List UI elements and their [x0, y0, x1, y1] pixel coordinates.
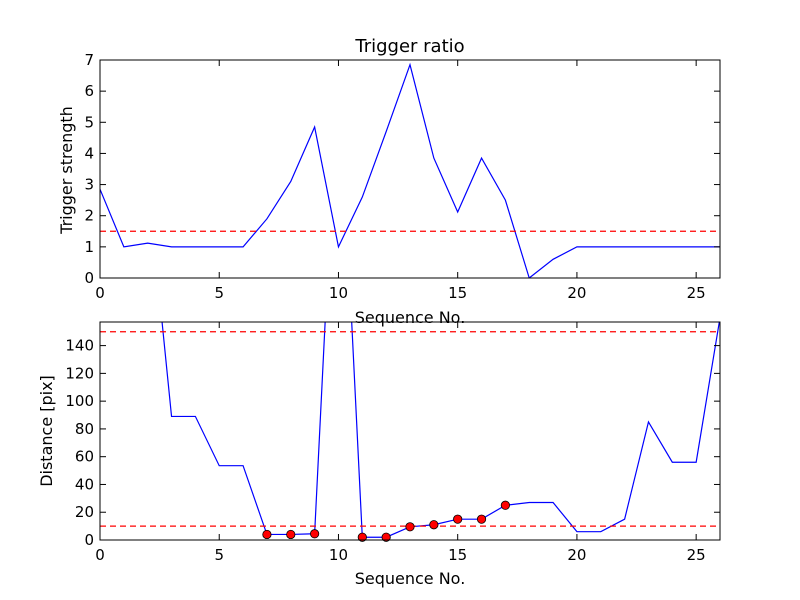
x-tick-label: 20 — [567, 546, 586, 564]
data-point-marker — [310, 529, 320, 539]
data-point-marker — [405, 522, 415, 532]
data-point-marker — [429, 520, 439, 530]
x-axis-label: Sequence No. — [355, 308, 466, 327]
y-tick-label: 4 — [84, 144, 94, 162]
distance-chart: Sequence No. Distance [pix] 0 5 10 15 20 25 0 2… — [37, 321, 721, 588]
y-tick-label: 80 — [75, 420, 94, 438]
data-point-marker — [262, 529, 272, 540]
series-line-0 — [100, 62, 720, 278]
x-tick-label: 10 — [329, 546, 348, 564]
plot-frame — [99, 321, 721, 541]
y-tick-label: 1 — [84, 238, 94, 256]
y-tick-label: 20 — [75, 503, 94, 521]
x-tick-label: 20 — [567, 284, 586, 302]
x-tick-label: 15 — [448, 546, 467, 564]
plot-frame — [99, 59, 721, 279]
data-point-marker — [453, 514, 463, 524]
x-tick-label: 5 — [214, 546, 224, 564]
y-tick-label: 100 — [65, 392, 94, 410]
y-tick-label: 7 — [84, 51, 94, 69]
x-tick-label: 5 — [214, 284, 224, 302]
chart-title: Trigger ratio — [354, 36, 464, 57]
x-tick-label: 10 — [329, 284, 348, 302]
data-point-marker — [357, 532, 367, 542]
y-tick-label: 3 — [84, 176, 94, 194]
y-tick-label: 40 — [75, 475, 94, 493]
x-tick-label: 0 — [95, 284, 105, 302]
data-point-marker — [286, 529, 296, 540]
data-point-marker — [500, 500, 510, 510]
y-tick-label: 0 — [84, 269, 94, 287]
y-tick-label: 60 — [75, 448, 94, 466]
x-tick-label: 25 — [687, 284, 706, 302]
data-point-marker — [381, 532, 391, 542]
y-tick-label: 120 — [65, 364, 94, 382]
x-tick-label: 25 — [687, 546, 706, 564]
x-tick-label: 0 — [95, 546, 105, 564]
y-axis-label: Distance [pix] — [37, 375, 56, 487]
y-tick-label: 6 — [84, 82, 94, 100]
x-axis-label: Sequence No. — [355, 569, 466, 588]
data-point-marker — [476, 514, 487, 524]
y-tick-label: 5 — [84, 113, 94, 131]
y-tick-label: 140 — [65, 337, 94, 355]
y-axis-label: Trigger strength — [57, 106, 76, 235]
y-tick-label: 0 — [84, 531, 94, 549]
trigger-ratio-chart: Trigger ratio Sequence No. Trigger stren… — [57, 36, 721, 327]
x-tick-label: 15 — [448, 284, 467, 302]
y-tick-label: 2 — [84, 207, 94, 225]
